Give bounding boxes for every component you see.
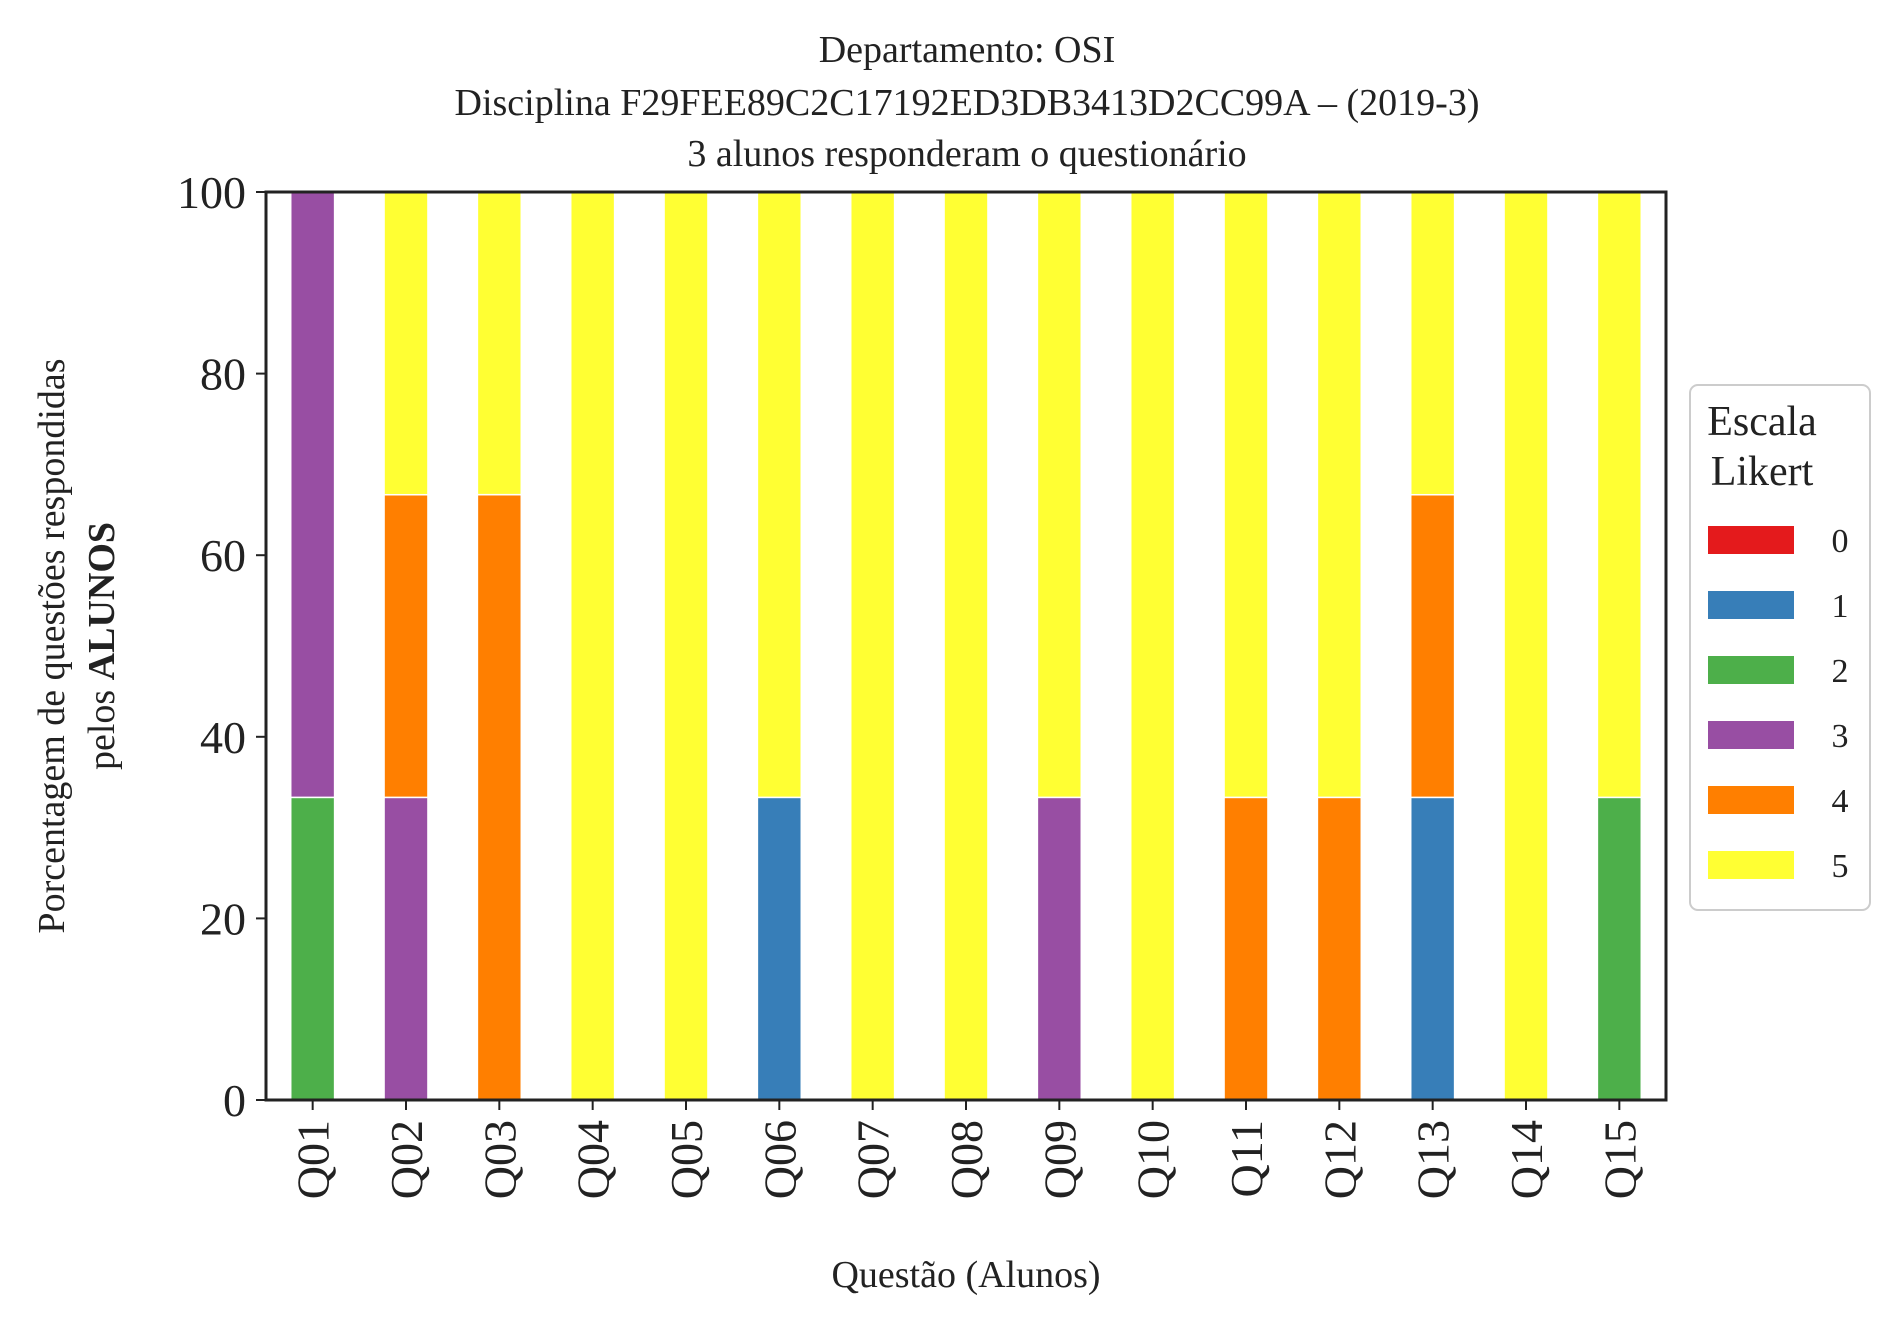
x-axis-ticks: Q01 Q02 Q03 Q04 Q05 Q06 Q07 Q08 Q09 Q10 Q11 Q12 Q13 Q… <box>288 1100 1645 1199</box>
bar-Q09-level-3 <box>1036 796 1083 1101</box>
y-axis-label-line-2: pelos ALUNOS <box>81 522 123 770</box>
legend-label-4: 4 <box>1832 783 1849 820</box>
legend-title-line-2: Likert <box>1711 449 1814 495</box>
legend-label-3: 3 <box>1832 718 1849 755</box>
x-tick-label: Q07 <box>848 1120 899 1199</box>
bar-Q11-level-5 <box>1223 191 1269 799</box>
bar-Q09-level-5 <box>1036 191 1083 799</box>
legend-title-line-1: Escala <box>1707 399 1817 445</box>
bar-Q03-level-5 <box>476 191 523 496</box>
bar-Q08-level-5 <box>943 191 989 1101</box>
chart-title: Departamento: OSI Disciplina F29FEE89C2C… <box>455 29 1480 175</box>
bar-Q10-level-5 <box>1129 191 1176 1101</box>
title-line-3: 3 alunos responderam o questionário <box>687 133 1246 175</box>
title-line-1: Departamento: OSI <box>819 29 1116 71</box>
bar-Q15-level-5 <box>1596 191 1643 799</box>
x-tick-label: Q13 <box>1408 1120 1459 1199</box>
legend-swatch-4 <box>1708 786 1794 814</box>
y-tick-label: 80 <box>200 349 246 400</box>
bar-Q12-level-5 <box>1316 191 1363 799</box>
bar-Q03-level-4 <box>476 493 523 1101</box>
y-tick-label: 100 <box>177 167 246 218</box>
bar-Q01-level-2 <box>289 796 336 1101</box>
y-tick-label: 0 <box>223 1075 246 1126</box>
bar-Q06-level-1 <box>756 796 803 1101</box>
y-axis-label-prefix: pelos <box>81 680 123 770</box>
bar-Q13-level-1 <box>1409 796 1456 1101</box>
y-axis-label-line-1: Porcentagem de questões respondidas <box>31 358 73 933</box>
x-tick-label: Q10 <box>1128 1120 1179 1199</box>
legend-swatch-5 <box>1708 851 1794 879</box>
x-tick-label: Q02 <box>381 1120 432 1199</box>
bars-group <box>289 191 1643 1101</box>
legend-items: 0 1 2 3 4 5 <box>1708 523 1849 885</box>
bar-Q05-level-5 <box>663 191 709 1101</box>
x-tick-label: Q03 <box>474 1120 525 1199</box>
legend-swatch-0 <box>1708 526 1794 554</box>
bar-Q14-level-5 <box>1503 191 1549 1101</box>
bar-Q12-level-4 <box>1316 796 1363 1101</box>
y-axis-label: Porcentagem de questões respondidas pelo… <box>31 358 123 933</box>
bar-Q04-level-5 <box>569 191 616 1101</box>
legend-swatch-3 <box>1708 721 1794 749</box>
x-tick-label: Q09 <box>1034 1120 1085 1199</box>
x-tick-label: Q01 <box>288 1120 339 1199</box>
x-tick-label: Q04 <box>568 1120 619 1199</box>
legend-label-0: 0 <box>1832 523 1849 560</box>
x-tick-label: Q05 <box>661 1120 712 1199</box>
bar-Q13-level-4 <box>1409 493 1456 799</box>
x-tick-label: Q15 <box>1594 1120 1645 1199</box>
legend-box <box>1689 384 1871 911</box>
legend-label-5: 5 <box>1832 848 1849 885</box>
legend-label-1: 1 <box>1832 588 1849 625</box>
legend-swatch-2 <box>1708 656 1794 684</box>
y-tick-label: 20 <box>200 893 246 944</box>
bar-Q07-level-5 <box>849 191 896 1101</box>
y-axis-label-bold: ALUNOS <box>81 522 123 680</box>
bar-Q02-level-4 <box>383 493 429 799</box>
x-tick-label: Q08 <box>941 1120 992 1199</box>
bar-Q15-level-2 <box>1596 796 1643 1101</box>
x-tick-label: Q12 <box>1314 1120 1365 1199</box>
bar-Q01-level-3 <box>289 191 336 799</box>
plot-frame <box>264 190 1668 1102</box>
y-axis-ticks: 0 20 40 60 80 100 <box>177 167 266 1126</box>
x-tick-label: Q06 <box>754 1120 805 1199</box>
bar-Q06-level-5 <box>756 191 803 799</box>
y-tick-label: 60 <box>200 530 246 581</box>
legend-swatch-1 <box>1708 591 1794 619</box>
bar-Q02-level-5 <box>383 191 429 496</box>
bar-Q02-level-3 <box>383 796 429 1101</box>
bar-Q13-level-5 <box>1409 191 1456 496</box>
title-line-2: Disciplina F29FEE89C2C17192ED3DB3413D2CC… <box>455 82 1480 124</box>
legend: Escala Likert 0 1 2 3 4 5 <box>1689 384 1871 911</box>
x-axis-label: Questão (Alunos) <box>831 1254 1100 1296</box>
y-tick-label: 40 <box>200 712 246 763</box>
x-tick-label: Q14 <box>1501 1120 1552 1199</box>
bar-Q11-level-4 <box>1223 796 1269 1101</box>
x-tick-label: Q11 <box>1221 1120 1272 1198</box>
legend-label-2: 2 <box>1832 653 1849 690</box>
